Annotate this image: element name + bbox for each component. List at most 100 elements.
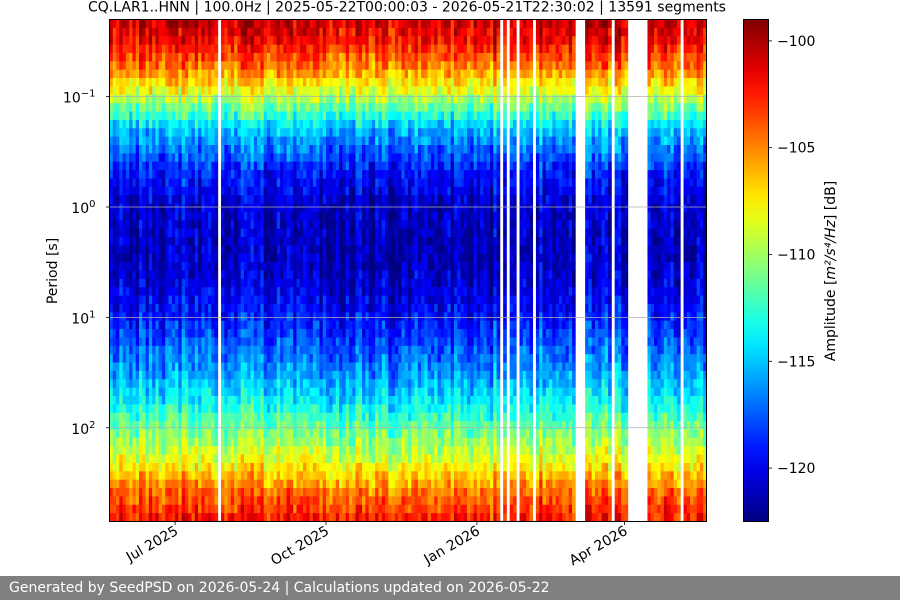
heatmap-cell	[135, 228, 140, 238]
heatmap-cell	[178, 496, 183, 506]
heatmap-cell	[201, 513, 206, 522]
heatmap-cell	[155, 354, 160, 363]
heatmap-cell	[211, 220, 215, 230]
heatmap-cell	[381, 379, 386, 389]
heatmap-cell	[348, 412, 353, 422]
heatmap-cell	[280, 61, 284, 71]
heatmap-cell	[240, 78, 245, 87]
heatmap-cell	[112, 69, 117, 79]
heatmap-cell	[234, 119, 238, 129]
heatmap-cell	[280, 354, 284, 363]
heatmap-cell	[125, 69, 130, 79]
heatmap-cell	[362, 186, 366, 196]
heatmap-cell	[119, 52, 124, 62]
heatmap-cell	[266, 69, 271, 79]
heatmap-cell	[204, 111, 209, 121]
heatmap-cell	[135, 161, 140, 171]
heatmap-cell	[132, 27, 137, 37]
heatmap-cell	[335, 362, 340, 372]
heatmap-cell	[247, 471, 251, 481]
heatmap-cell	[322, 329, 327, 338]
heatmap-cell	[181, 345, 186, 355]
heatmap-cell	[201, 295, 206, 305]
heatmap-cell	[263, 245, 268, 255]
heatmap-cell	[145, 479, 150, 489]
heatmap-cell	[319, 278, 324, 288]
heatmap-cell	[365, 153, 370, 163]
heatmap-cell	[266, 111, 271, 121]
heatmap-cell	[339, 329, 343, 338]
heatmap-cell	[352, 78, 356, 87]
heatmap-cell	[362, 370, 366, 380]
heatmap-cell	[306, 320, 310, 330]
heatmap-cell	[329, 513, 333, 522]
heatmap-cell	[270, 128, 274, 138]
heatmap-cell	[276, 237, 281, 246]
heatmap-cell	[319, 36, 324, 45]
heatmap-cell	[221, 278, 225, 288]
heatmap-cell	[119, 488, 124, 497]
heatmap-cell	[148, 61, 153, 71]
heatmap-cell	[155, 471, 160, 481]
heatmap-cell	[276, 345, 281, 355]
heatmap-cell	[227, 421, 232, 430]
heatmap-cell	[175, 262, 179, 271]
heatmap-cell	[194, 61, 199, 71]
heatmap-cell	[152, 303, 156, 313]
heatmap-cell	[211, 362, 215, 372]
heatmap-cell	[335, 337, 340, 347]
heatmap-cell	[368, 278, 373, 288]
heatmap-cell	[214, 488, 219, 497]
heatmap-cell	[158, 136, 163, 146]
heatmap-cell	[342, 446, 347, 455]
heatmap-cell	[306, 262, 310, 271]
heatmap-cell	[152, 145, 156, 154]
heatmap-cell	[312, 488, 317, 497]
heatmap-cell	[204, 270, 209, 280]
heatmap-cell	[289, 379, 294, 389]
heatmap-cell	[188, 437, 192, 447]
heatmap-cell	[345, 471, 350, 481]
heatmap-cell	[204, 496, 209, 506]
heatmap-cell	[276, 195, 281, 204]
heatmap-cell	[293, 329, 297, 338]
heatmap-cell	[378, 387, 383, 397]
heatmap-cell	[322, 86, 327, 96]
heatmap-cell	[283, 161, 288, 171]
heatmap-cell	[293, 52, 297, 62]
heatmap-cell	[165, 454, 169, 464]
heatmap-cell	[309, 61, 314, 71]
heatmap-cell	[299, 153, 304, 163]
heatmap-cell	[283, 78, 288, 87]
heatmap-cell	[339, 103, 343, 112]
heatmap-cell	[247, 345, 251, 355]
heatmap-cell	[299, 78, 304, 87]
heatmap-cell	[365, 303, 370, 313]
heatmap-cell	[201, 337, 206, 347]
heatmap-cell	[365, 404, 370, 414]
heatmap-cell	[329, 320, 333, 330]
heatmap-cell	[362, 270, 366, 280]
heatmap-cell	[362, 429, 366, 439]
heatmap-cell	[221, 337, 225, 347]
heatmap-cell	[355, 295, 360, 305]
heatmap-cell	[306, 111, 310, 121]
heatmap-cell	[299, 61, 304, 71]
heatmap-cell	[299, 404, 304, 414]
heatmap-cell	[289, 303, 294, 313]
heatmap-cell	[322, 228, 327, 238]
heatmap-cell	[152, 362, 156, 372]
heatmap-cell	[339, 111, 343, 121]
heatmap-cell	[375, 278, 379, 288]
heatmap-cell	[214, 128, 219, 138]
heatmap-cell	[250, 27, 255, 37]
heatmap-cell	[155, 278, 160, 288]
heatmap-cell	[355, 153, 360, 163]
heatmap-cell	[109, 454, 114, 464]
heatmap-cell	[319, 119, 324, 129]
heatmap-cell	[178, 429, 183, 439]
heatmap-cell	[348, 36, 353, 45]
heatmap-cell	[362, 103, 366, 112]
heatmap-cell	[148, 270, 153, 280]
heatmap-cell	[303, 119, 307, 129]
